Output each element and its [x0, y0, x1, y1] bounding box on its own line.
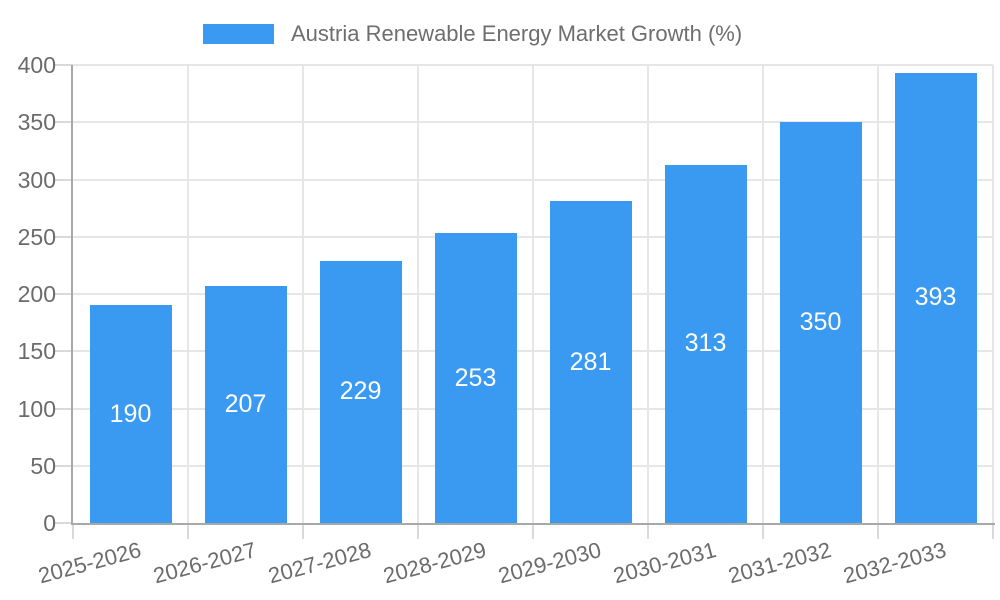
- x-tick-label: 2030-2031: [610, 537, 719, 589]
- bar-2027-2028[interactable]: 229: [319, 260, 402, 523]
- bar-value-label: 229: [339, 377, 382, 406]
- x-axis-tick: [647, 525, 649, 539]
- gridline-vertical: [417, 65, 419, 523]
- x-axis-line: [71, 523, 995, 525]
- y-tick-label: 400: [17, 52, 56, 78]
- gridline-vertical: [877, 65, 879, 523]
- bar-2029-2030[interactable]: 281: [549, 201, 632, 523]
- x-axis-tick: [302, 525, 304, 539]
- bar-2026-2027[interactable]: 207: [204, 285, 287, 523]
- bar-value-label: 281: [569, 347, 612, 376]
- bar-value-label: 313: [684, 329, 727, 358]
- y-tick-label: 350: [17, 109, 56, 136]
- x-axis-tick: [187, 525, 189, 539]
- x-tick-label: 2027-2028: [265, 537, 374, 589]
- gridline-vertical: [187, 65, 189, 523]
- y-tick-label: 150: [17, 338, 56, 365]
- legend-item[interactable]: Austria Renewable Energy Market Growth (…: [203, 20, 742, 48]
- legend-label: Austria Renewable Energy Market Growth (…: [291, 21, 743, 46]
- bar-value-label: 393: [914, 283, 957, 312]
- y-tick-label: 300: [17, 166, 56, 193]
- x-tick-label: 2025-2026: [35, 537, 144, 589]
- bar-2031-2032[interactable]: 350: [779, 122, 862, 523]
- y-axis-tick: [55, 464, 73, 467]
- x-axis-tick: [877, 525, 879, 539]
- gridline-vertical: [647, 65, 649, 523]
- x-axis-tick: [762, 525, 764, 539]
- gridline-vertical: [302, 65, 304, 523]
- x-tick-label: 2029-2030: [495, 537, 604, 589]
- y-tick-label: 50: [30, 452, 56, 479]
- y-tick-label: 200: [17, 281, 56, 307]
- bar-2025-2026[interactable]: 190: [89, 305, 172, 523]
- bar-2032-2033[interactable]: 393: [894, 73, 977, 523]
- bar-value-label: 190: [109, 399, 152, 428]
- y-axis-tick: [55, 293, 73, 295]
- x-tick-label: 2026-2027: [150, 537, 259, 589]
- y-tick-label: 250: [17, 223, 56, 250]
- x-axis-tick: [992, 525, 994, 539]
- y-axis-tick: [55, 121, 73, 124]
- y-axis-tick: [55, 178, 73, 181]
- gridline-vertical: [762, 65, 764, 523]
- y-axis-tick: [55, 64, 73, 66]
- y-axis-line: [71, 65, 73, 525]
- x-tick-label: 2028-2029: [380, 537, 489, 589]
- x-tick-label: 2032-2033: [840, 537, 949, 589]
- bar-2028-2029[interactable]: 253: [434, 233, 517, 523]
- y-tick-label: 100: [17, 395, 56, 422]
- bar-value-label: 253: [454, 363, 497, 392]
- y-axis-tick: [55, 522, 73, 524]
- x-axis-tick: [417, 525, 419, 539]
- gridline-vertical: [992, 65, 994, 523]
- y-tick-label: 0: [43, 510, 56, 536]
- bar-value-label: 207: [224, 389, 267, 418]
- y-axis-tick: [55, 350, 73, 353]
- bar-value-label: 350: [799, 308, 842, 337]
- x-tick-label: 2031-2032: [725, 537, 834, 589]
- gridline-vertical: [532, 65, 534, 523]
- y-axis-tick: [55, 235, 73, 238]
- bar-2030-2031[interactable]: 313: [664, 164, 747, 523]
- x-axis-tick: [532, 525, 534, 539]
- y-axis-tick: [55, 407, 73, 410]
- legend-swatch: [203, 24, 274, 44]
- x-axis-tick: [72, 525, 74, 539]
